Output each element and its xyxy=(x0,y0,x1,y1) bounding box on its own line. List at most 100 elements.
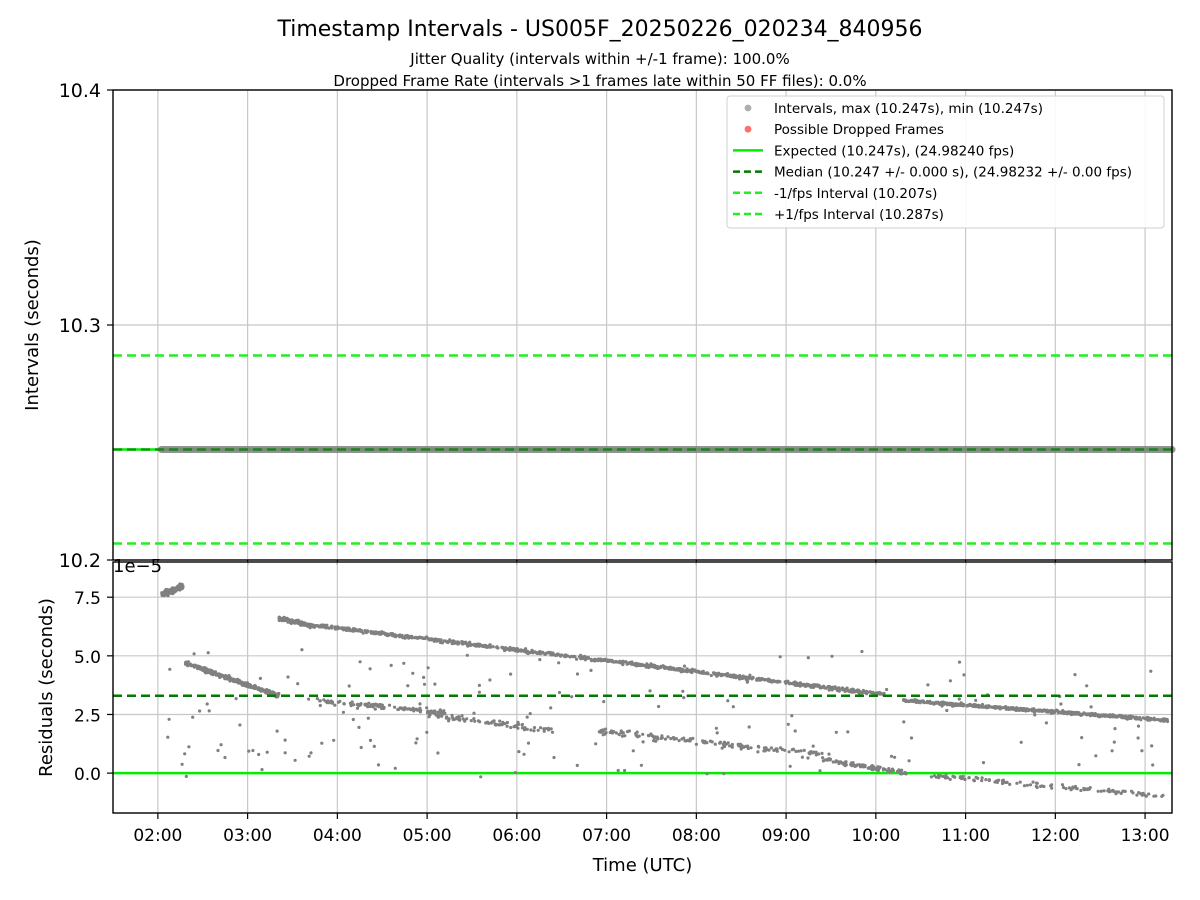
residual-point xyxy=(1079,788,1083,793)
x-tick-label-03:00: 03:00 xyxy=(223,826,272,846)
residual-point xyxy=(827,688,831,692)
residual-point xyxy=(818,769,822,773)
residual-point xyxy=(1074,786,1078,790)
residual-point xyxy=(1117,790,1121,794)
residual-point xyxy=(397,707,401,711)
residual-point xyxy=(373,707,377,711)
residual-point xyxy=(853,689,858,693)
residual-point xyxy=(860,649,864,654)
residual-point xyxy=(1024,709,1028,713)
residual-point xyxy=(748,673,752,677)
bot-ytick-label-7.5: 7.5 xyxy=(74,589,101,609)
residual-point xyxy=(1075,712,1079,716)
residual-point xyxy=(973,704,977,708)
residual-point xyxy=(875,692,879,696)
residual-point xyxy=(851,761,855,765)
residual-point xyxy=(422,682,427,686)
residual-point xyxy=(878,691,882,696)
residual-point xyxy=(639,763,644,767)
residual-point xyxy=(811,751,815,755)
residual-point xyxy=(542,727,546,731)
residual-point xyxy=(635,734,639,738)
residual-point xyxy=(761,677,765,681)
residual-cluster-band-c xyxy=(313,623,886,697)
residual-point xyxy=(818,684,822,688)
residual-point xyxy=(427,715,431,719)
residual-cluster-band-b xyxy=(277,615,317,630)
residual-point xyxy=(1150,744,1154,748)
residual-point xyxy=(962,673,966,677)
residual-point xyxy=(491,645,495,649)
residual-point xyxy=(575,672,580,676)
residual-point xyxy=(412,709,416,713)
residual-point xyxy=(1080,736,1084,740)
residual-point xyxy=(635,730,639,734)
residual-point xyxy=(604,727,608,731)
residual-point xyxy=(341,626,345,630)
residual-point xyxy=(620,734,625,738)
residual-point xyxy=(276,692,281,696)
residual-point xyxy=(985,705,990,710)
residual-point xyxy=(442,639,446,643)
residual-point xyxy=(528,650,532,655)
residual-point xyxy=(627,729,632,733)
residual-point xyxy=(447,717,451,721)
residual-point xyxy=(1003,780,1008,785)
residual-point xyxy=(389,663,393,668)
residual-point xyxy=(285,618,289,622)
residual-point xyxy=(349,629,353,633)
residual-point xyxy=(705,671,709,675)
residual-point xyxy=(834,730,838,734)
residual-point xyxy=(450,642,454,646)
top-ytick-label-10.2: 10.2 xyxy=(59,550,101,572)
residual-point xyxy=(347,684,351,688)
residual-point xyxy=(1080,713,1084,717)
x-tick-label-07:00: 07:00 xyxy=(582,826,631,846)
residual-point xyxy=(1162,719,1166,723)
residual-point xyxy=(248,684,253,688)
residual-point xyxy=(533,650,537,654)
residual-point xyxy=(402,661,406,665)
residual-point xyxy=(602,658,606,663)
residual-point xyxy=(176,587,180,591)
residual-point xyxy=(240,680,244,684)
residual-point xyxy=(1165,717,1169,722)
residual-point xyxy=(378,702,382,707)
residual-point xyxy=(368,738,373,743)
residual-point xyxy=(477,683,481,688)
residual-point xyxy=(225,677,229,681)
residual-point xyxy=(691,736,695,741)
residual-point xyxy=(307,697,311,701)
residual-point xyxy=(1097,713,1101,718)
residual-point xyxy=(315,697,319,701)
residual-point xyxy=(1121,789,1125,793)
residual-point xyxy=(187,745,191,749)
residual-point xyxy=(897,768,901,772)
residual-point xyxy=(513,771,518,775)
residual-point xyxy=(184,774,188,779)
residual-point xyxy=(657,666,661,670)
residual-point xyxy=(772,748,776,753)
residual-point xyxy=(325,623,329,627)
residual-point xyxy=(160,591,164,595)
legend-marker-0 xyxy=(744,104,752,112)
residual-point xyxy=(962,703,966,707)
residual-point xyxy=(682,696,686,700)
residual-point xyxy=(1140,749,1144,753)
residual-point xyxy=(945,708,949,713)
residual-point xyxy=(631,749,635,753)
residual-point xyxy=(374,630,378,634)
residual-point xyxy=(374,703,378,708)
residual-point xyxy=(460,640,464,644)
residual-point xyxy=(641,663,645,667)
residual-point xyxy=(176,584,180,589)
residual-point xyxy=(926,683,930,687)
residual-point xyxy=(809,684,813,689)
residual-point xyxy=(957,697,961,701)
residual-point xyxy=(293,758,297,762)
residual-point xyxy=(166,591,170,596)
residual-point xyxy=(1118,713,1122,717)
residual-point xyxy=(242,683,246,687)
residual-point xyxy=(728,744,732,748)
residual-point xyxy=(993,780,997,784)
